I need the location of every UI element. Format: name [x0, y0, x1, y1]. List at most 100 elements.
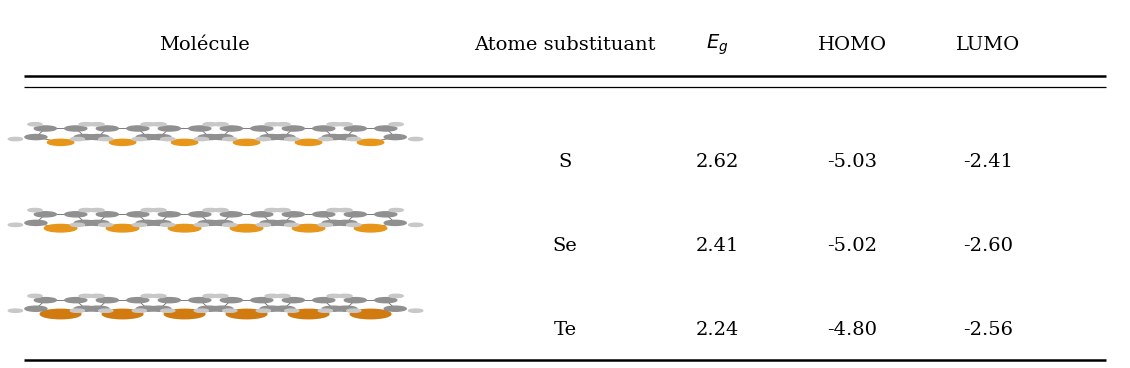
Ellipse shape	[75, 135, 96, 139]
Ellipse shape	[409, 309, 423, 312]
Text: HOMO: HOMO	[818, 36, 887, 54]
Ellipse shape	[75, 306, 96, 311]
Text: $E_g$: $E_g$	[706, 33, 729, 57]
Ellipse shape	[90, 208, 104, 212]
Ellipse shape	[220, 212, 242, 217]
Ellipse shape	[220, 126, 242, 131]
Ellipse shape	[223, 137, 237, 141]
Ellipse shape	[64, 298, 87, 303]
Ellipse shape	[223, 223, 237, 227]
Ellipse shape	[389, 123, 403, 126]
Ellipse shape	[273, 220, 295, 226]
Ellipse shape	[409, 137, 423, 141]
Ellipse shape	[319, 223, 332, 227]
Ellipse shape	[96, 126, 119, 131]
Ellipse shape	[223, 309, 237, 312]
Ellipse shape	[194, 223, 208, 227]
Ellipse shape	[189, 212, 211, 217]
Ellipse shape	[160, 223, 175, 227]
Ellipse shape	[211, 135, 233, 139]
Ellipse shape	[151, 123, 166, 126]
Ellipse shape	[347, 309, 360, 312]
Ellipse shape	[266, 294, 279, 298]
Ellipse shape	[319, 309, 332, 312]
Ellipse shape	[257, 223, 270, 227]
Ellipse shape	[260, 306, 282, 311]
Ellipse shape	[127, 126, 149, 131]
Ellipse shape	[384, 220, 406, 226]
Text: 2.41: 2.41	[695, 237, 739, 255]
Ellipse shape	[338, 123, 353, 126]
Ellipse shape	[231, 224, 263, 232]
Ellipse shape	[70, 223, 85, 227]
Ellipse shape	[322, 135, 345, 139]
Ellipse shape	[158, 126, 181, 131]
Ellipse shape	[137, 306, 158, 311]
Ellipse shape	[276, 294, 290, 298]
Ellipse shape	[409, 223, 423, 227]
Ellipse shape	[90, 123, 104, 126]
Text: -4.80: -4.80	[827, 321, 877, 339]
Ellipse shape	[194, 309, 208, 312]
Ellipse shape	[79, 208, 94, 212]
Ellipse shape	[172, 139, 198, 145]
Ellipse shape	[64, 126, 87, 131]
Ellipse shape	[260, 135, 282, 139]
Ellipse shape	[375, 126, 397, 131]
Ellipse shape	[98, 309, 113, 312]
Ellipse shape	[198, 220, 220, 226]
Text: 2.24: 2.24	[695, 321, 739, 339]
Ellipse shape	[282, 126, 304, 131]
Ellipse shape	[285, 137, 298, 141]
Ellipse shape	[389, 208, 403, 212]
Ellipse shape	[28, 294, 42, 298]
Ellipse shape	[334, 306, 357, 311]
Ellipse shape	[251, 126, 272, 131]
Ellipse shape	[276, 123, 290, 126]
Ellipse shape	[295, 139, 322, 145]
Ellipse shape	[266, 123, 279, 126]
Ellipse shape	[327, 123, 341, 126]
Ellipse shape	[87, 306, 108, 311]
Ellipse shape	[345, 212, 366, 217]
Ellipse shape	[355, 224, 386, 232]
Ellipse shape	[251, 298, 272, 303]
Ellipse shape	[70, 137, 85, 141]
Ellipse shape	[75, 220, 96, 226]
Ellipse shape	[375, 298, 397, 303]
Text: LUMO: LUMO	[956, 36, 1020, 54]
Ellipse shape	[149, 220, 171, 226]
Ellipse shape	[384, 306, 406, 311]
Ellipse shape	[338, 294, 353, 298]
Ellipse shape	[64, 212, 87, 217]
Ellipse shape	[103, 309, 142, 319]
Text: Molécule: Molécule	[159, 36, 250, 54]
Ellipse shape	[203, 208, 217, 212]
Ellipse shape	[198, 135, 220, 139]
Ellipse shape	[96, 212, 119, 217]
Ellipse shape	[34, 126, 56, 131]
Ellipse shape	[8, 223, 23, 227]
Ellipse shape	[313, 298, 334, 303]
Text: -2.41: -2.41	[963, 153, 1012, 171]
Ellipse shape	[87, 220, 108, 226]
Ellipse shape	[47, 139, 73, 145]
Ellipse shape	[347, 137, 360, 141]
Ellipse shape	[313, 126, 334, 131]
Text: -2.60: -2.60	[963, 237, 1012, 255]
Ellipse shape	[41, 309, 81, 319]
Ellipse shape	[338, 208, 353, 212]
Ellipse shape	[282, 212, 304, 217]
Ellipse shape	[257, 309, 270, 312]
Ellipse shape	[34, 212, 56, 217]
Ellipse shape	[189, 126, 211, 131]
Ellipse shape	[28, 123, 42, 126]
Ellipse shape	[160, 137, 175, 141]
Ellipse shape	[110, 139, 136, 145]
Ellipse shape	[234, 139, 260, 145]
Ellipse shape	[28, 208, 42, 212]
Ellipse shape	[132, 137, 147, 141]
Text: Te: Te	[554, 321, 576, 339]
Text: -5.02: -5.02	[827, 237, 877, 255]
Ellipse shape	[132, 309, 147, 312]
